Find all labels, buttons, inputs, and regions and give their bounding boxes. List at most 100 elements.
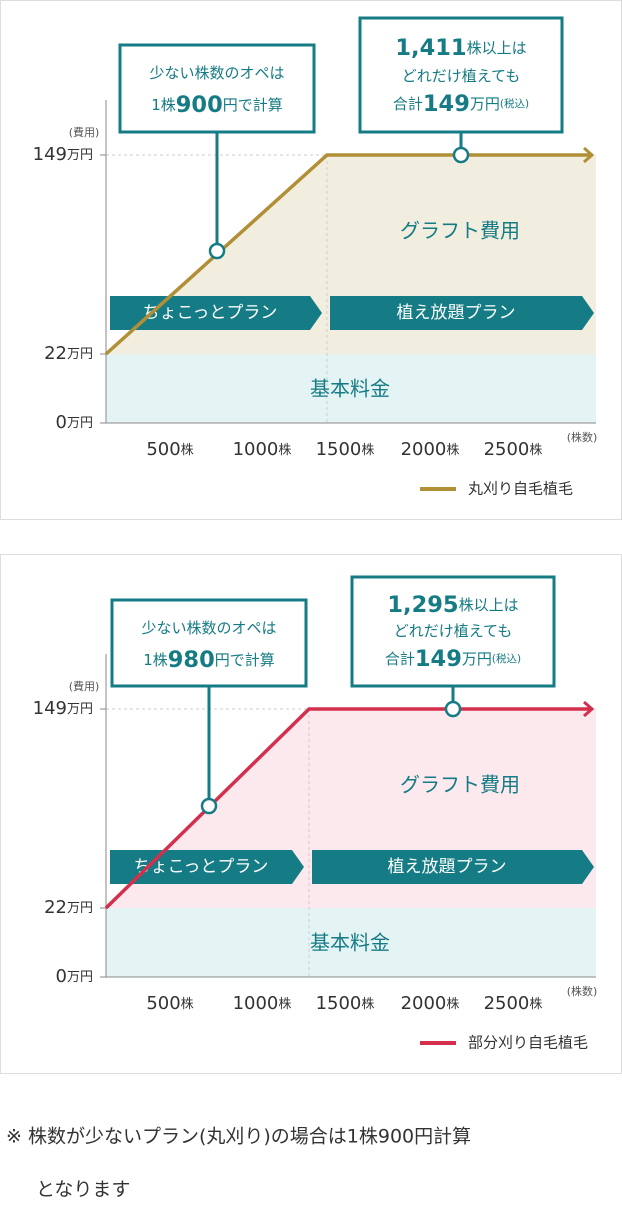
y-tick-label: 149万円 <box>33 144 93 165</box>
text-segment: 株 <box>446 997 459 1012</box>
text-segment: 500 <box>146 993 180 1014</box>
plan-label: ちょこっとプラン <box>143 303 278 323</box>
text-segment: 万円 <box>470 95 500 113</box>
callout-box <box>350 575 556 688</box>
text-segment: どれだけ植えても <box>394 622 513 640</box>
text-segment: 少ない株数のオペは <box>141 619 276 637</box>
text-segment: 1,411 <box>395 35 466 61</box>
callout-text: 少ない株数のオペは <box>141 619 276 637</box>
marker <box>208 242 226 260</box>
callout-text: 合計149万円(税込) <box>385 646 521 672</box>
text-segment: 149 <box>415 646 462 672</box>
arrow-head <box>583 700 595 718</box>
cost-line <box>104 153 590 356</box>
x-tick-label: 2000株 <box>401 993 460 1014</box>
base-label: 基本料金 <box>310 377 390 401</box>
cost-line <box>104 707 590 910</box>
y-unit: (費用) <box>69 125 100 139</box>
plan-label: 植え放題プラン <box>397 303 516 323</box>
x-tick-label: 1000株 <box>233 439 292 460</box>
x-tick-label: 1500株 <box>316 993 375 1014</box>
base-label: 基本料金 <box>310 931 390 955</box>
footnote: となります <box>36 1179 130 1201</box>
text-segment: 0 <box>56 412 67 433</box>
text-segment: 1株 <box>151 96 176 114</box>
plan-banner <box>312 850 594 884</box>
text-segment: 万円 <box>67 702 93 717</box>
text-segment: 1,295 <box>387 592 458 618</box>
callout-text: 1,411株以上は <box>395 35 526 61</box>
text-segment: 合計 <box>385 650 415 668</box>
plan-label: ちょこっとプラン <box>134 857 269 877</box>
text-segment: 149 <box>423 91 470 117</box>
marker <box>444 700 462 718</box>
text-segment: 22 <box>44 897 67 918</box>
x-tick-label: 500株 <box>146 993 193 1014</box>
text-segment: 1000 <box>233 439 279 460</box>
text-segment: 株 <box>446 443 459 458</box>
plan-label: 植え放題プラン <box>388 857 507 877</box>
text-segment: 万円 <box>67 970 93 985</box>
text-segment: 万円 <box>67 347 93 362</box>
plan-banner <box>330 296 594 330</box>
x-tick-label: 2500株 <box>484 993 543 1014</box>
marker <box>200 797 218 815</box>
text-segment: 円で計算 <box>215 651 275 669</box>
text-segment: 株 <box>529 443 542 458</box>
text-segment: 万円 <box>67 416 93 431</box>
legend-label: 丸刈り自毛植毛 <box>468 480 573 498</box>
arrow-head <box>583 146 595 164</box>
callout-box <box>110 598 308 688</box>
base-area <box>106 354 596 423</box>
base-area <box>106 908 596 977</box>
text-segment: 0 <box>56 966 67 987</box>
callout-box <box>358 16 564 134</box>
y-tick-label: 22万円 <box>44 343 93 364</box>
text-segment: 1株 <box>143 651 168 669</box>
callout-text: 1,295株以上は <box>387 592 518 618</box>
y-tick-label: 0万円 <box>56 966 93 987</box>
text-segment: 149 <box>33 144 67 165</box>
text-segment: 2500 <box>484 439 530 460</box>
callout-text: 1株900円で計算 <box>151 92 283 118</box>
text-segment: 株以上は <box>467 39 527 57</box>
text-segment: 株 <box>181 443 194 458</box>
text-segment: 2500 <box>484 993 530 1014</box>
text-segment: 株以上は <box>459 596 519 614</box>
text-segment: 合計 <box>393 95 423 113</box>
text-segment: 株 <box>529 997 542 1012</box>
text-segment: 少ない株数のオペは <box>149 64 284 82</box>
y-tick-label: 22万円 <box>44 897 93 918</box>
text-segment: 株 <box>278 443 291 458</box>
text-segment: 22 <box>44 343 67 364</box>
text-segment: (税込) <box>492 652 521 665</box>
y-tick-label: 149万円 <box>33 698 93 719</box>
text-segment: 149 <box>33 698 67 719</box>
x-tick-label: 500株 <box>146 439 193 460</box>
text-segment: どれだけ植えても <box>402 67 521 85</box>
text-segment: 1500 <box>316 993 362 1014</box>
x-tick-label: 1000株 <box>233 993 292 1014</box>
callout-text: 少ない株数のオペは <box>149 64 284 82</box>
marker <box>452 146 470 164</box>
callout-box <box>118 43 316 134</box>
text-segment: 900 <box>176 92 223 118</box>
y-unit: (費用) <box>69 679 100 693</box>
callout-text: 1株980円で計算 <box>143 647 275 673</box>
x-tick-label: 1500株 <box>316 439 375 460</box>
x-unit: (株数) <box>567 984 598 998</box>
x-tick-label: 2000株 <box>401 439 460 460</box>
text-segment: 1000 <box>233 993 279 1014</box>
text-segment: 株 <box>278 997 291 1012</box>
text-segment: 株 <box>181 997 194 1012</box>
callout-text: 合計149万円(税込) <box>393 91 529 117</box>
text-segment: 万円 <box>67 901 93 916</box>
x-tick-label: 2500株 <box>484 439 543 460</box>
text-segment: 980 <box>168 647 215 673</box>
text-segment: 1500 <box>316 439 362 460</box>
text-segment: 2000 <box>401 439 447 460</box>
text-segment: 万円 <box>67 148 93 163</box>
text-segment: 500 <box>146 439 180 460</box>
callout-text: どれだけ植えても <box>402 67 521 85</box>
